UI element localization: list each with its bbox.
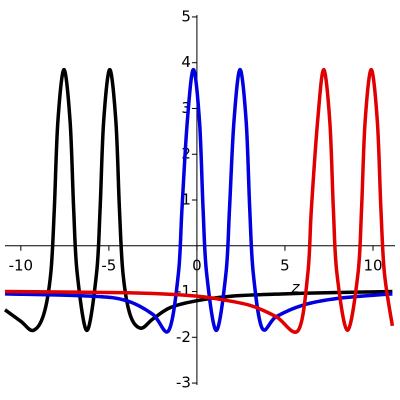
x-axis-label: z — [291, 278, 301, 296]
x-tick-label: -10 — [9, 256, 34, 274]
y-tick-label: 3 — [181, 99, 191, 117]
y-tick-label: -3 — [176, 374, 191, 392]
x-tick-label: 5 — [280, 256, 290, 274]
y-tick-label: -2 — [176, 328, 191, 346]
curve — [3, 67, 393, 333]
x-tick-label: -5 — [101, 256, 116, 274]
y-tick-label: 5 — [181, 7, 191, 25]
x-tick-label: 0 — [192, 256, 202, 274]
curve — [4, 67, 393, 334]
y-tick-label: 4 — [181, 53, 191, 71]
curve — [4, 67, 395, 334]
x-tick-label: 10 — [363, 256, 382, 274]
y-tick-label: 1 — [181, 191, 191, 209]
